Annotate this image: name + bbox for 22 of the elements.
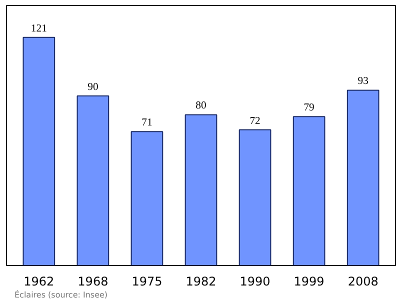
bar	[292, 116, 326, 266]
bar	[346, 90, 380, 266]
x-tick-label: 1990	[240, 274, 270, 288]
data-label: 90	[88, 82, 98, 93]
x-tick-label: 1975	[132, 274, 162, 288]
text: Éclaires (source: Insee)	[14, 290, 108, 299]
data-label: 79	[304, 102, 314, 114]
bar	[22, 36, 56, 266]
data-label: 121	[30, 23, 47, 34]
bar	[76, 95, 110, 266]
bar	[238, 129, 272, 266]
x-tick-label: 1962	[24, 274, 54, 288]
x-tick-label: 1982	[186, 274, 216, 288]
bar	[130, 131, 164, 266]
bar	[184, 114, 218, 266]
data-label: 72	[250, 116, 260, 127]
data-label: 71	[142, 118, 152, 129]
x-tick-label: 1968	[78, 274, 108, 288]
x-tick-label: 2008	[348, 274, 378, 288]
x-tick-label: 1999	[294, 274, 324, 288]
data-label: 93	[358, 76, 368, 88]
data-label: 80	[196, 100, 206, 112]
